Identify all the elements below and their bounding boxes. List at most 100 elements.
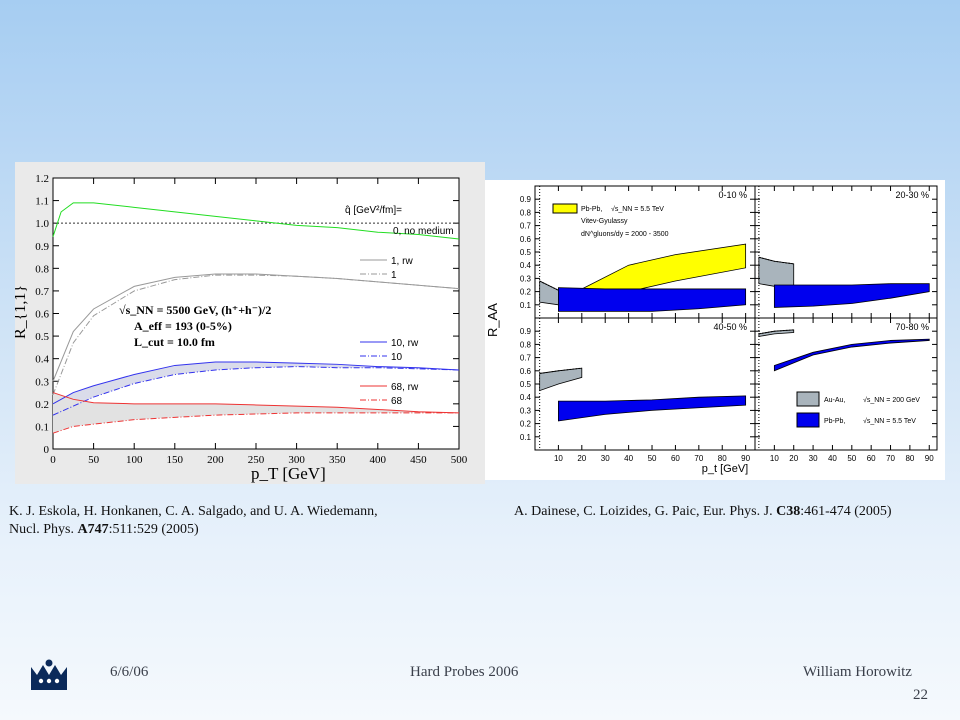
columbia-crown-logo — [31, 659, 67, 690]
right-y-tick-label: 0.4 — [520, 393, 532, 402]
left-citation-line2: Nucl. Phys. A747:511:529 (2005) — [9, 521, 378, 539]
right-band-band_blue — [773, 338, 930, 372]
right-y-tick-label: 0.1 — [520, 301, 532, 310]
left-legend-label: 0, no medium — [393, 226, 454, 237]
right-legend-text: Au-Au, — [824, 397, 845, 404]
left-legend-label: 1 — [391, 270, 397, 281]
left-x-tick-label: 100 — [126, 454, 143, 466]
left-x-tick-label: 0 — [50, 454, 56, 466]
right-x-tick-label: 50 — [847, 454, 856, 463]
right-band-band_blue — [558, 287, 747, 312]
left-series-line — [52, 392, 460, 414]
right-legend-yellow-text: dN^gluons/dy = 2000 - 3500 — [581, 231, 669, 238]
right-x-tick-label: 40 — [828, 454, 837, 463]
right-x-tick-label: 80 — [718, 454, 727, 463]
right-y-tick-label: 0.1 — [520, 433, 532, 442]
left-x-tick-label: 350 — [329, 454, 346, 466]
left-y-tick-label: 1.1 — [35, 196, 49, 208]
right-y-tick-label: 0.8 — [520, 340, 532, 349]
right-chart: 0-10 % 0.1 0.2 0.3 0.4 0.5 0.6 0.7 0.8 0.9 20-30 %… — [485, 180, 945, 480]
left-y-tick-label: 0.8 — [35, 263, 49, 275]
right-x-tick-label: 70 — [886, 454, 895, 463]
right-legend-yellow-text: √s_NN = 5.5 TeV — [611, 205, 664, 213]
left-x-axis-title: p_T [GeV] — [251, 464, 326, 483]
right-citation-volume: C38 — [776, 504, 801, 519]
right-legend-text: Pb-Pb, — [824, 418, 845, 425]
left-x-tick-label: 50 — [88, 454, 100, 466]
left-annotation-lcut: L_cut = 10.0 fm — [134, 335, 215, 349]
right-y-tick-label: 0.6 — [520, 367, 532, 376]
right-legend-yellow-swatch — [552, 203, 578, 214]
right-x-tick-label: 70 — [694, 454, 703, 463]
right-x-tick-label: 50 — [648, 454, 657, 463]
right-x-tick-label: 10 — [554, 454, 563, 463]
right-band-edge — [539, 367, 582, 374]
left-y-tick-label: 0.2 — [35, 399, 49, 411]
right-y-tick-label: 0.9 — [520, 195, 532, 204]
right-y-tick-label: 0.3 — [520, 274, 532, 283]
right-x-tick-label: 30 — [809, 454, 818, 463]
left-x-tick-label: 400 — [370, 454, 387, 466]
right-y-tick-label: 0.3 — [520, 406, 532, 415]
left-y-tick-label: 0.4 — [35, 354, 49, 366]
left-x-tick-label: 150 — [167, 454, 184, 466]
left-y-tick-label: 0.7 — [35, 286, 49, 298]
left-series-line — [52, 361, 460, 405]
left-chart: 0 50 100 150 200 250 300 350 400 450 500 0 0.1 0.2 0.3… — [15, 162, 485, 484]
left-band-red — [53, 392, 459, 434]
footer-author: William Horowitz — [803, 664, 912, 680]
footer-date: 6/6/06 — [110, 664, 149, 680]
right-x-tick-label: 80 — [905, 454, 914, 463]
left-x-tick-label: 250 — [248, 454, 265, 466]
right-y-tick-label: 0.5 — [520, 380, 532, 389]
right-y-tick-label: 0.7 — [520, 222, 532, 231]
left-citation-volume: A747 — [77, 522, 109, 537]
left-legend-label: 10, rw — [391, 338, 419, 349]
left-x-tick-label: 450 — [410, 454, 427, 466]
left-y-tick-label: 1.2 — [35, 173, 49, 185]
left-band-blue — [53, 362, 459, 416]
left-y-tick-label: 0.1 — [35, 421, 49, 433]
left-x-tick-label: 200 — [207, 454, 224, 466]
left-series-line — [52, 202, 460, 240]
right-panel-label: 20-30 % — [895, 190, 929, 200]
left-series-line — [52, 366, 460, 416]
left-y-tick-label: 1.0 — [35, 218, 49, 230]
left-x-tick-label: 300 — [288, 454, 305, 466]
right-panel-label: 70-80 % — [895, 322, 929, 332]
right-legend-text: √s_NN = 200 GeV — [863, 396, 920, 404]
left-citation-pages: :511:529 (2005) — [108, 522, 199, 537]
right-y-tick-label: 0.2 — [520, 420, 532, 429]
right-y-tick-label: 0.4 — [520, 261, 532, 270]
left-legend-title: q̂ [GeV²/fm]= — [345, 204, 402, 216]
right-panel-label: 0-10 % — [718, 190, 747, 200]
left-x-tick-label: 500 — [451, 454, 468, 466]
right-x-tick-label: 90 — [741, 454, 750, 463]
left-legend-label: 68, rw — [391, 382, 419, 393]
right-legend-text: √s_NN = 5.5 TeV — [863, 417, 916, 425]
left-citation-line1: K. J. Eskola, H. Honkanen, C. A. Salgado… — [9, 504, 378, 519]
footer-page-number: 22 — [913, 687, 928, 703]
right-citation-journal: A. Dainese, C. Loizides, G. Paic, Eur. P… — [514, 504, 777, 519]
left-legend-label: 1, rw — [391, 256, 413, 267]
footer-event: Hard Probes 2006 — [410, 664, 519, 680]
right-x-tick-label: 20 — [789, 454, 798, 463]
left-y-tick-label: 0.6 — [35, 309, 49, 321]
right-y-tick-label: 0.6 — [520, 235, 532, 244]
right-x-tick-label: 40 — [624, 454, 633, 463]
left-y-tick-label: 0 — [44, 444, 50, 456]
right-x-tick-label: 20 — [577, 454, 586, 463]
left-legend-label: 10 — [391, 352, 403, 363]
right-x-tick-label: 90 — [925, 454, 934, 463]
right-legend-auau-swatch — [796, 391, 820, 407]
right-y-tick-label: 0.7 — [520, 354, 532, 363]
left-axis-ticks: 0 50 100 150 200 250 300 350 400 450 500 0 0.1 0.2 0.3… — [35, 173, 468, 466]
right-band-edge — [758, 256, 794, 265]
right-y-tick-label: 0.9 — [520, 327, 532, 336]
left-citation: K. J. Eskola, H. Honkanen, C. A. Salgado… — [9, 503, 378, 539]
right-legends: Pb-Pb, √s_NN = 5.5 TeV Vitev-Gyulassy dN^gl… — [552, 203, 920, 428]
right-x-tick-label: 60 — [867, 454, 876, 463]
left-legend-label: 68 — [391, 396, 403, 407]
right-x-tick-label: 10 — [770, 454, 779, 463]
left-y-tick-label: 0.9 — [35, 241, 49, 253]
